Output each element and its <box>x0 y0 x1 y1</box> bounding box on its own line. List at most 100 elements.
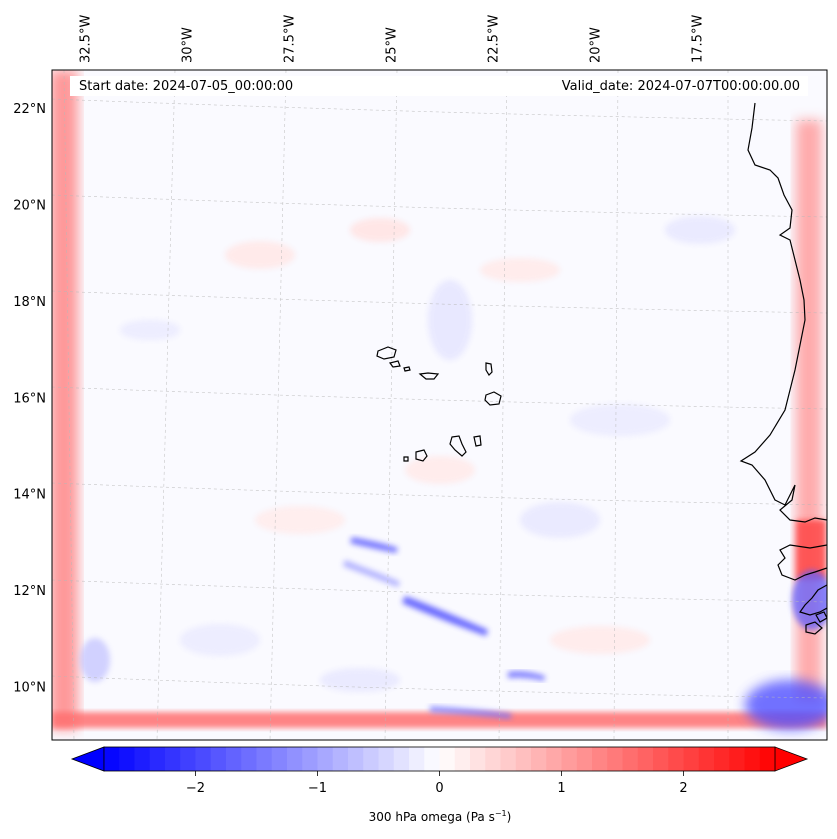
map-frame <box>51 69 828 741</box>
meridian-line <box>498 70 508 740</box>
colorbar-step <box>607 747 623 771</box>
island-sal <box>485 362 493 376</box>
annotation-box <box>70 76 808 96</box>
colorbar-step <box>226 747 242 771</box>
colorbar-step <box>515 747 532 771</box>
colorbar-step <box>317 747 334 771</box>
field-texture <box>120 216 735 692</box>
colorbar-step <box>195 747 212 771</box>
lon-tick-label: 22.5°W <box>487 15 502 63</box>
island-boa-vista <box>484 391 502 406</box>
start-date-label: Start date: 2024-07-05_00:00:00 <box>79 79 293 94</box>
lat-tick-label: 18°N <box>13 295 46 310</box>
island-santiago <box>449 435 467 457</box>
colorbar-label-exponent: −1 <box>495 809 507 818</box>
colorbar-step <box>454 747 471 771</box>
texture-patch <box>520 502 600 538</box>
colorbar-tick-label: −1 <box>308 781 327 796</box>
island-brava <box>403 456 409 462</box>
colorbar-step <box>302 747 318 771</box>
parallel-line <box>52 98 827 122</box>
colorbar-step <box>180 747 196 771</box>
west-africa-coastline <box>739 102 827 523</box>
colorbar-step <box>363 747 379 771</box>
lat-tick-label: 12°N <box>13 584 46 599</box>
colorbar-ticks: −2 −1 0 1 2 <box>186 771 688 796</box>
lon-tick-label: 17.5°W <box>691 15 706 63</box>
parallel-line <box>52 194 827 218</box>
parallel-line <box>52 386 827 410</box>
colorbar: −2 −1 0 1 2 300 hPa omega (Pa s−1) <box>70 746 809 824</box>
colorbar-steps <box>104 747 776 771</box>
lon-tick-label: 25°W <box>385 27 400 63</box>
colorbar-step <box>165 747 181 771</box>
longitude-tick-labels: 32.5°W 30°W 27.5°W 25°W 22.5°W 20°W 17.5°W <box>79 15 706 63</box>
colorbar-step <box>134 747 151 771</box>
texture-patch <box>550 626 650 654</box>
colorbar-step <box>119 747 135 771</box>
colorbar-step <box>470 747 486 771</box>
texture-patch <box>255 506 345 534</box>
colorbar-step <box>424 747 440 771</box>
descent-band-b2 <box>343 560 400 587</box>
texture-patch <box>570 404 670 436</box>
lat-tick-label: 10°N <box>13 681 46 696</box>
colorbar-step <box>500 747 517 771</box>
parallel-line <box>52 675 827 699</box>
descent-band-d <box>430 706 512 719</box>
colorbar-label: 300 hPa omega (Pa s−1) <box>369 809 512 824</box>
colorbar-step <box>271 747 288 771</box>
colorbar-step <box>241 747 257 771</box>
colorbar-step <box>393 747 410 771</box>
guinea-bissau-coast <box>799 584 827 616</box>
colorbar-step <box>592 747 608 771</box>
colorbar-step <box>485 747 501 771</box>
colorbar-tick-label: 0 <box>435 781 443 796</box>
colorbar-label-main: 300 hPa omega (Pa s <box>369 810 495 824</box>
colorbar-step <box>637 747 654 771</box>
colorbar-step <box>729 747 745 771</box>
colorbar-step <box>622 747 639 771</box>
island-sao-nicolau <box>418 372 440 380</box>
lat-tick-label: 16°N <box>13 391 46 406</box>
colorbar-step <box>653 747 669 771</box>
descent-band-b <box>350 537 398 553</box>
parallel-line <box>52 579 827 603</box>
colorbar-step <box>409 747 425 771</box>
lat-tick-label: 14°N <box>13 488 46 503</box>
bijagos-islands <box>815 611 827 623</box>
southern-boundary-ascent <box>52 712 827 728</box>
map-background <box>52 70 827 740</box>
descent-patch-sw <box>80 638 110 682</box>
texture-patch <box>120 320 180 340</box>
colorbar-step <box>104 747 120 771</box>
colorbar-step <box>149 747 166 771</box>
colorbar-step <box>546 747 562 771</box>
texture-patch <box>350 218 410 242</box>
colorbar-step <box>332 747 349 771</box>
western-boundary-ascent <box>52 70 78 730</box>
lat-tick-label: 22°N <box>13 102 46 117</box>
meridian-line <box>63 70 75 740</box>
gridlines <box>52 70 827 740</box>
colorbar-tick-label: 2 <box>679 781 687 796</box>
gambia-senegal-coast <box>777 544 827 581</box>
texture-patch <box>480 258 560 282</box>
colorbar-step <box>531 747 547 771</box>
colorbar-extend-max <box>774 746 809 772</box>
colorbar-step <box>714 747 730 771</box>
descent-band-c <box>508 671 545 681</box>
parallel-line <box>52 482 827 506</box>
coastlines <box>376 102 827 635</box>
parallel-line <box>52 290 827 314</box>
colorbar-step <box>256 747 273 771</box>
latitude-tick-labels: 10°N 12°N 14°N 16°N 18°N 20°N 22°N <box>13 102 46 695</box>
colorbar-step <box>759 747 776 771</box>
island-maio <box>473 435 482 447</box>
colorbar-tick-label: −2 <box>186 781 205 796</box>
descent-band-a <box>402 596 488 636</box>
texture-patch <box>320 668 400 692</box>
texture-patch <box>405 456 475 484</box>
texture-patch <box>428 280 472 360</box>
texture-patch <box>180 624 260 656</box>
